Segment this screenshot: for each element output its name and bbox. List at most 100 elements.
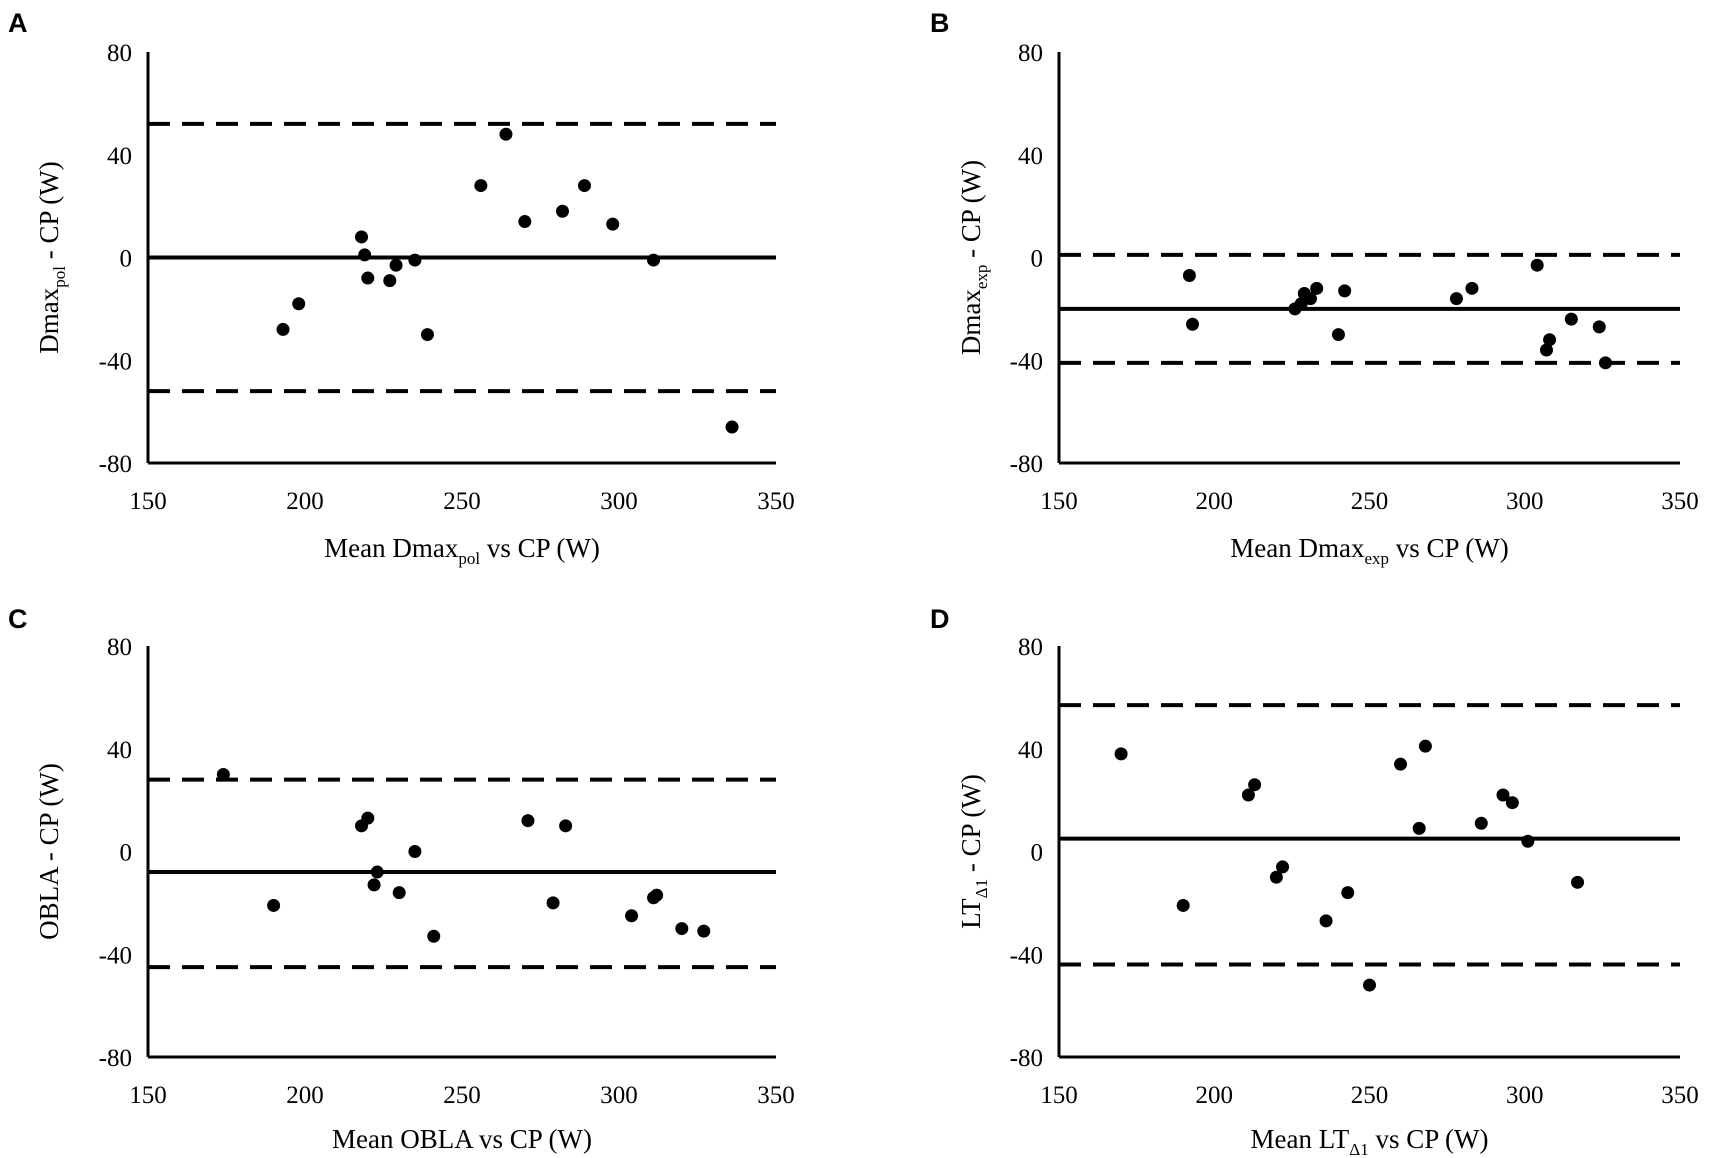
y-tick-label: -40 [1010,348,1043,375]
x-axis-title: Mean Dmaxexp vs CP (W) [1230,533,1509,568]
data-point [647,253,661,267]
x-tick-label: 200 [1196,488,1234,515]
y-axis-title: OBLA - CP (W) [34,763,64,940]
data-point [675,922,689,936]
data-point [1269,870,1283,884]
data-point [1241,788,1255,802]
x-axis-title: Mean LTΔ1 vs CP (W) [1251,1124,1489,1158]
y-tick-label: -80 [1010,451,1043,478]
y-tick-label: -40 [99,942,132,969]
data-point [1571,875,1585,889]
x-tick-label: 150 [129,488,167,515]
data-point [1412,821,1426,835]
data-point [1496,788,1510,802]
data-point [1564,312,1578,326]
y-axis-title-text: LT [956,898,986,929]
data-point [1539,343,1553,357]
x-axis-title-subscript: pol [458,549,480,568]
y-axis-title: LTΔ1 - CP (W) [956,774,991,929]
y-tick-label: 80 [107,40,132,67]
data-point [361,811,375,825]
y-axis-title-suffix: - CP (W) [956,160,986,265]
data-point [1474,816,1488,830]
x-tick-label: 150 [1040,1082,1078,1109]
x-tick-label: 300 [1506,1082,1544,1109]
data-point [1505,796,1519,810]
panel-label: B [930,8,950,38]
data-point [292,297,306,311]
data-point [577,179,591,193]
data-point [392,886,406,900]
y-axis-title-subscript: pol [50,266,69,288]
data-point [427,929,441,943]
data-point [625,909,639,923]
y-tick-label: 0 [120,246,133,273]
data-point [1319,914,1333,928]
y-tick-label: 40 [1018,737,1043,764]
x-axis-title-subscript: Δ1 [1349,1140,1368,1158]
data-point [1341,886,1355,900]
data-point [1449,292,1463,306]
data-point [1598,356,1612,370]
x-tick-label: 300 [600,1082,638,1109]
y-axis-title: Dmaxexp - CP (W) [956,160,991,355]
data-point [1363,978,1376,992]
data-point [1248,778,1262,792]
x-axis-title-text: Mean OBLA vs CP (W) [332,1124,592,1154]
data-point [725,420,739,434]
x-tick-label: 150 [129,1082,167,1109]
data-point [555,204,569,218]
panel-label: A [8,8,28,38]
data-point [276,322,290,336]
x-axis-title: Mean OBLA vs CP (W) [332,1124,592,1154]
data-point [697,924,711,938]
panel-label: C [8,604,28,634]
data-point [1394,757,1408,771]
data-point [367,878,381,892]
data-point [1465,281,1479,295]
y-axis-title-subscript: Δ1 [972,879,991,898]
data-point [1176,898,1190,912]
panel-b: B 80 40 0 -40 -80 150 200 250 300 350 Mean Dmaxexp … [930,8,1699,568]
x-axis-title-subscript: exp [1364,549,1389,568]
data-point [474,179,488,193]
data-point [606,217,620,231]
y-tick-label: 0 [1031,840,1044,867]
y-tick-label: 80 [1018,40,1043,67]
y-axis-title-text: Dmax [34,287,64,353]
y-tick-label: 40 [107,143,132,170]
y-tick-label: -80 [1010,1045,1043,1072]
y-tick-label: 40 [107,737,132,764]
y-axis-title-subscript: exp [972,265,991,290]
y-tick-label: -80 [99,1045,132,1072]
x-tick-label: 250 [1351,488,1389,515]
data-point [1592,320,1606,334]
data-point [1114,747,1128,761]
data-point [650,888,664,902]
data-point [1521,834,1535,848]
data-point [408,845,422,858]
data-point [355,230,369,244]
y-axis-title-text: Dmax [956,289,986,355]
x-axis-title-suffix: vs CP (W) [1389,533,1509,563]
x-tick-label: 350 [757,488,795,515]
data-point [389,258,403,272]
panel-label: D [930,604,950,634]
x-tick-label: 250 [443,1082,481,1109]
data-point [383,274,397,288]
data-point [370,865,384,879]
data-point [1331,328,1345,342]
y-axis-title: Dmaxpol - CP (W) [34,161,69,353]
data-point [559,819,573,833]
y-tick-label: -40 [1010,942,1043,969]
data-point [408,253,422,267]
x-tick-label: 350 [1661,488,1699,515]
x-tick-label: 300 [600,488,638,515]
y-tick-label: -80 [99,451,132,478]
data-point [216,767,230,781]
x-axis-title-text: Mean Dmax [324,533,459,563]
data-point [518,215,532,229]
data-point [1418,739,1432,753]
data-point [1310,281,1324,295]
